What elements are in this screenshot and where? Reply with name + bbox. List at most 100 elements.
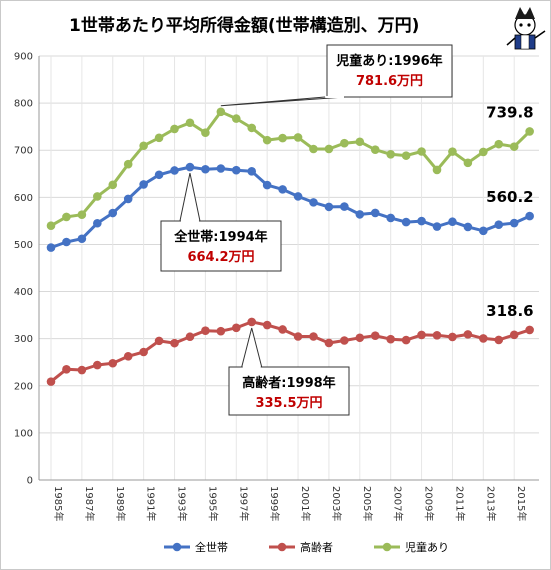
x-tick-label: 1991年 — [145, 486, 158, 521]
x-tick-label: 2005年 — [361, 486, 374, 521]
x-tick-label: 2007年 — [392, 486, 405, 521]
data-point — [46, 221, 56, 230]
data-point — [201, 164, 210, 174]
data-point — [170, 338, 179, 348]
data-point — [525, 211, 534, 221]
data-point — [216, 326, 226, 336]
y-tick-label: 700 — [14, 146, 33, 157]
x-tick-label: 2009年 — [423, 486, 436, 521]
y-tick-label: 500 — [14, 240, 33, 251]
data-point — [154, 170, 164, 180]
data-point — [77, 234, 87, 244]
x-tick-label: 1999年 — [268, 486, 281, 521]
data-point — [278, 185, 287, 194]
data-point — [479, 334, 488, 343]
data-point — [386, 334, 395, 344]
data-point — [309, 144, 318, 154]
data-point — [448, 332, 457, 342]
data-point — [216, 107, 226, 117]
callout-pointer — [241, 327, 263, 368]
callout-frame — [326, 44, 453, 98]
y-tick-label: 900 — [14, 52, 33, 63]
y-tick-label: 400 — [14, 287, 33, 298]
data-point — [309, 332, 318, 341]
series-1: 318.6 — [46, 302, 534, 386]
data-point — [370, 145, 380, 154]
series-2: 739.8 — [46, 103, 534, 230]
data-point — [324, 202, 334, 212]
end-value-label: 560.2 — [486, 188, 533, 206]
data-point — [432, 165, 442, 175]
callout-box: 高齢者:1998年 335.5万円 — [228, 327, 350, 416]
x-tick-label: 1995年 — [206, 486, 219, 521]
data-point — [509, 218, 519, 228]
x-axis: 1985年 1987年 1989年 1991年 1993年 1995年 1997年 1999年… — [52, 486, 528, 521]
data-point — [62, 212, 71, 222]
data-point — [154, 133, 164, 143]
data-point — [123, 159, 133, 169]
data-point — [262, 135, 272, 145]
data-point — [386, 213, 395, 223]
data-point — [479, 226, 488, 236]
callout-title: 高齢者:1998年 — [242, 375, 335, 391]
data-point — [370, 208, 380, 218]
callout-frame — [160, 220, 282, 272]
data-point — [278, 133, 287, 143]
data-point — [231, 165, 241, 175]
data-point — [231, 114, 241, 123]
x-tick-label: 2001年 — [299, 486, 312, 521]
data-point — [293, 133, 303, 142]
legend: 全世帯 高齢者 児童あり — [164, 540, 449, 554]
data-point — [247, 123, 257, 133]
data-point — [355, 210, 365, 219]
data-point — [62, 365, 71, 374]
data-point — [231, 323, 241, 333]
data-point — [62, 237, 71, 247]
data-point — [525, 127, 534, 136]
x-tick-label: 2015年 — [515, 486, 528, 521]
data-point — [463, 330, 473, 339]
callout-box: 全世帯:1994年 664.2万円 — [160, 172, 282, 272]
data-point — [355, 137, 365, 147]
y-axis: 0 100 200 300 400 500 600 700 800 900 — [14, 52, 33, 487]
data-point — [340, 336, 349, 345]
legend-label: 児童あり — [405, 540, 449, 554]
data-point — [340, 138, 349, 148]
data-point — [525, 325, 534, 335]
y-tick-label: 200 — [14, 381, 33, 392]
data-point — [340, 202, 349, 211]
x-tick-label: 1987年 — [83, 486, 96, 521]
x-tick-label: 1985年 — [52, 486, 65, 521]
x-tick-label: 1997年 — [237, 486, 250, 521]
data-point — [448, 217, 457, 227]
data-point — [479, 147, 488, 157]
data-point — [432, 330, 442, 340]
data-point — [448, 147, 457, 156]
legend-label: 全世帯 — [195, 540, 228, 554]
y-tick-label: 600 — [14, 193, 33, 204]
data-point — [170, 124, 179, 134]
series-0: 560.2 — [46, 162, 534, 252]
data-point — [93, 192, 102, 201]
mascot-icon — [506, 7, 546, 50]
data-point — [247, 167, 257, 176]
data-point — [93, 360, 102, 370]
data-point — [77, 210, 87, 220]
data-point — [216, 164, 226, 173]
data-point — [201, 128, 210, 137]
data-point — [139, 141, 148, 151]
data-point — [139, 180, 148, 189]
data-point — [108, 208, 118, 218]
data-point — [432, 222, 442, 231]
legend-swatch-marker — [172, 542, 182, 552]
data-point — [46, 243, 56, 252]
data-point — [93, 218, 102, 228]
data-point — [417, 147, 426, 156]
gridlines — [38, 55, 539, 481]
data-point — [123, 351, 133, 361]
legend-item: 児童あり — [374, 540, 449, 554]
data-point — [324, 338, 334, 348]
